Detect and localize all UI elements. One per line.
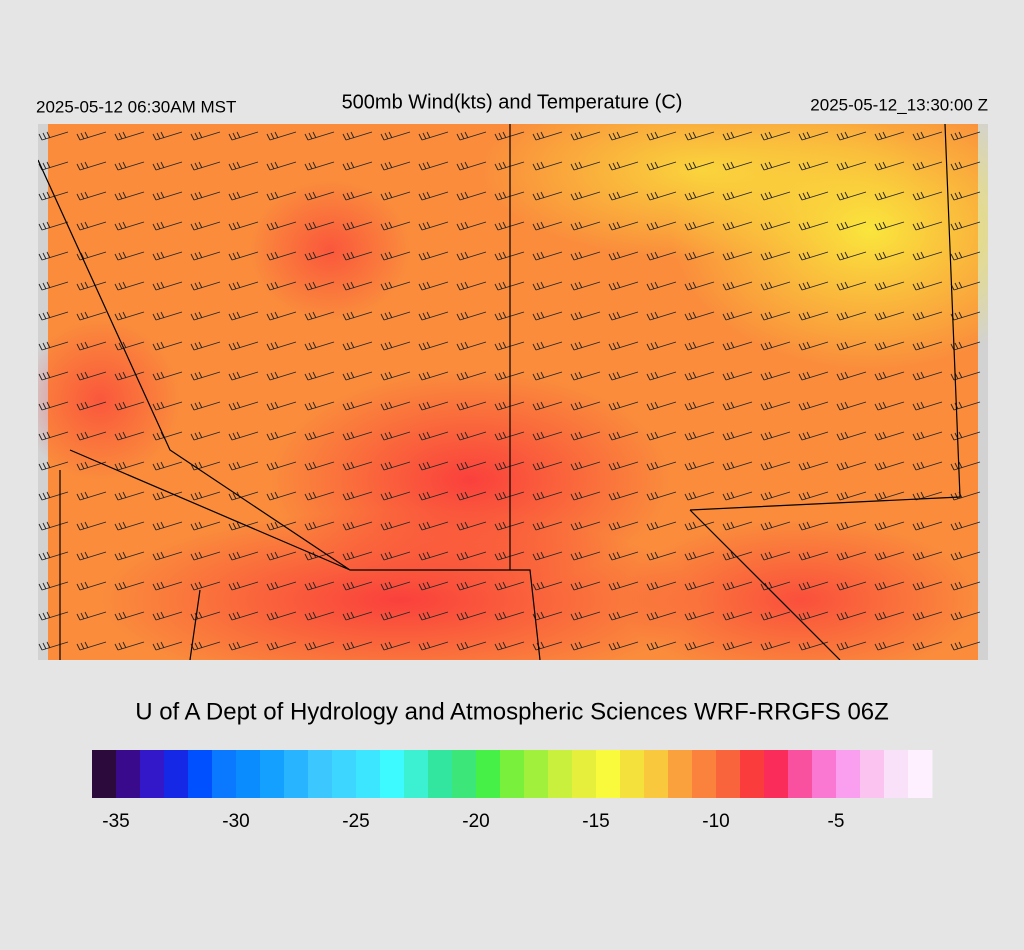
- color-box: [764, 750, 789, 798]
- color-box: [788, 750, 813, 798]
- color-box: [404, 750, 429, 798]
- color-box: [428, 750, 453, 798]
- color-box: [620, 750, 645, 798]
- color-box: [356, 750, 381, 798]
- color-box: [380, 750, 405, 798]
- tick-label: -10: [702, 811, 729, 832]
- color-box: [716, 750, 741, 798]
- color-box: [860, 750, 885, 798]
- tick-label: -15: [582, 811, 609, 832]
- color-box: [476, 750, 501, 798]
- color-box: [236, 750, 261, 798]
- color-box: [812, 750, 837, 798]
- color-box: [284, 750, 309, 798]
- color-box: [188, 750, 213, 798]
- color-box: [596, 750, 621, 798]
- local-time: 2025-05-12 06:30AM MST: [36, 97, 236, 116]
- map: [38, 124, 988, 660]
- valid-time: 2025-05-12_13:30:00 Z: [810, 95, 988, 114]
- color-box: [500, 750, 525, 798]
- tick-label: -5: [828, 811, 845, 832]
- color-box: [884, 750, 909, 798]
- color-box: [548, 750, 573, 798]
- color-box: [212, 750, 237, 798]
- color-box: [308, 750, 333, 798]
- color-box: [92, 750, 117, 798]
- tick-label: -35: [102, 811, 129, 832]
- color-box: [692, 750, 717, 798]
- color-box: [164, 750, 189, 798]
- color-box: [572, 750, 597, 798]
- color-box: [908, 750, 933, 798]
- color-box: [836, 750, 861, 798]
- tick-label: -20: [462, 811, 489, 832]
- title: 500mb Wind(kts) and Temperature (C): [342, 91, 683, 113]
- colorbar: -35 -30 -25 -20 -15 -10 -5: [92, 750, 933, 832]
- color-box: [668, 750, 693, 798]
- color-box: [740, 750, 765, 798]
- color-box: [140, 750, 165, 798]
- color-box: [452, 750, 477, 798]
- tick-label: -25: [342, 811, 369, 832]
- credit: U of A Dept of Hydrology and Atmospheric…: [135, 698, 889, 725]
- color-box: [116, 750, 141, 798]
- color-box: [644, 750, 669, 798]
- color-box: [524, 750, 549, 798]
- color-box: [332, 750, 357, 798]
- tick-label: -30: [222, 811, 249, 832]
- color-box: [260, 750, 285, 798]
